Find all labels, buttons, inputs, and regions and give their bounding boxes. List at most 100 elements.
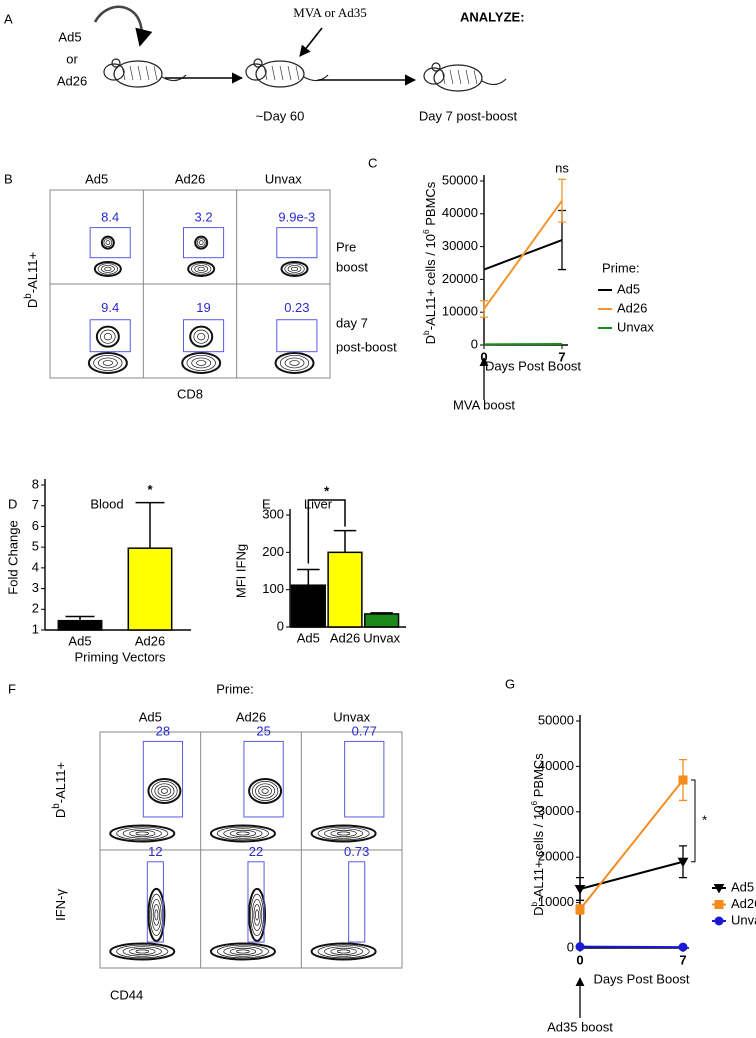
mouse-head bbox=[423, 67, 445, 85]
y-axis-label: Db-AL11+ bbox=[23, 252, 40, 308]
contour bbox=[95, 325, 120, 348]
y-axis-label: Db-AL11+ cells / 106 PBMCs bbox=[421, 181, 438, 344]
mouse-body bbox=[113, 60, 163, 88]
arrow-label: MVA boost bbox=[453, 397, 515, 412]
contour bbox=[151, 898, 162, 931]
legend-label: Unvax bbox=[617, 319, 654, 334]
chart-subtitle: Prime: bbox=[216, 681, 254, 696]
contour bbox=[154, 909, 159, 921]
gate bbox=[182, 319, 225, 353]
label-part: PBMCs bbox=[531, 753, 546, 801]
panel-label: G bbox=[505, 676, 515, 691]
mouse-head bbox=[245, 63, 267, 81]
panel-label: F bbox=[8, 681, 16, 696]
prime-label: Ad26 bbox=[57, 73, 87, 88]
contour bbox=[87, 351, 128, 374]
gate bbox=[89, 319, 131, 353]
legend-label: Ad26 bbox=[731, 896, 756, 911]
contour bbox=[251, 898, 263, 931]
mouse-fur bbox=[287, 65, 292, 81]
y-tick-label: 4 bbox=[32, 559, 39, 574]
y-tick-label: 0 bbox=[277, 618, 284, 633]
contour bbox=[310, 824, 377, 843]
y-tick-label: 40000 bbox=[442, 205, 478, 220]
label-part: 6 bbox=[529, 801, 539, 806]
bar bbox=[290, 584, 326, 628]
contour bbox=[236, 949, 250, 954]
mouse-tail bbox=[303, 74, 329, 82]
gate-frequency: 19 bbox=[196, 300, 210, 315]
contour bbox=[149, 893, 164, 937]
row-label: post-boost bbox=[336, 339, 397, 354]
row-label: Pre bbox=[336, 239, 356, 254]
gate-frequency: 8.4 bbox=[101, 210, 119, 225]
contour bbox=[109, 824, 176, 843]
mouse-ear bbox=[111, 58, 121, 68]
contour bbox=[186, 355, 216, 371]
series-line bbox=[579, 779, 684, 911]
contour bbox=[287, 265, 302, 273]
x-tick-label: Ad5 bbox=[68, 633, 91, 648]
gate bbox=[247, 861, 265, 943]
mouse-body bbox=[255, 60, 305, 88]
y-tick-label: 40000 bbox=[538, 758, 574, 773]
label-part: b bbox=[421, 330, 431, 335]
contour bbox=[147, 887, 166, 942]
y-tick-label: 2 bbox=[32, 601, 39, 616]
marker bbox=[678, 775, 688, 785]
contour bbox=[236, 831, 250, 836]
contour bbox=[196, 360, 207, 366]
contour bbox=[104, 266, 112, 272]
contour bbox=[103, 332, 112, 341]
row-label: day 7 bbox=[336, 315, 368, 330]
y-axis-label: Db-AL11+ cells / 106 PBMCs bbox=[529, 753, 546, 916]
mouse-fur bbox=[145, 65, 150, 81]
error-bar bbox=[297, 568, 320, 586]
contour bbox=[330, 947, 357, 956]
row-label: boost bbox=[336, 259, 368, 274]
legend-marker bbox=[713, 884, 725, 894]
x-tick-label: 0 bbox=[576, 952, 583, 967]
contour bbox=[97, 263, 118, 275]
contour bbox=[154, 783, 175, 799]
error-bar bbox=[480, 300, 488, 318]
contour bbox=[223, 946, 263, 957]
gate bbox=[142, 740, 184, 818]
y-tick-label: 200 bbox=[262, 544, 284, 559]
legend-label: Ad26 bbox=[617, 300, 647, 315]
annotation: ns bbox=[555, 160, 569, 175]
label-part: D bbox=[423, 335, 438, 344]
contour bbox=[100, 235, 115, 250]
y-axis-label: MFI IFNg bbox=[233, 544, 248, 598]
y-tick-label: 7 bbox=[32, 497, 39, 512]
x-tick-label: 0 bbox=[480, 349, 487, 364]
panel-label: E bbox=[262, 496, 271, 511]
x-tick-label: Ad26 bbox=[135, 633, 165, 648]
panel-label: D bbox=[8, 496, 17, 511]
contour bbox=[317, 826, 370, 841]
gate-frequency: 0.23 bbox=[284, 300, 309, 315]
y-tick-label: 100 bbox=[262, 581, 284, 596]
legend-title: Prime: bbox=[602, 260, 640, 275]
y-tick-label: 1 bbox=[32, 621, 39, 636]
contour bbox=[251, 781, 279, 801]
gate bbox=[348, 861, 366, 943]
gate-frequency: 22 bbox=[249, 844, 263, 859]
label-part: -AL11+ bbox=[25, 252, 40, 293]
x-axis-label: Days Post Boost bbox=[485, 358, 581, 373]
contour bbox=[191, 263, 212, 275]
column-header: Ad5 bbox=[139, 709, 162, 724]
mouse-fur bbox=[441, 69, 446, 85]
contour bbox=[209, 824, 276, 843]
label-part: D bbox=[53, 809, 68, 818]
analyze-label: ANALYZE: bbox=[460, 9, 525, 24]
contour bbox=[198, 240, 204, 245]
contour bbox=[250, 893, 264, 937]
contour bbox=[216, 826, 269, 841]
mouse-fur bbox=[295, 65, 300, 81]
contour bbox=[317, 944, 370, 959]
gate bbox=[243, 740, 284, 818]
contour bbox=[290, 266, 299, 272]
x-tick-label: Ad26 bbox=[330, 630, 360, 645]
y-tick-label: 30000 bbox=[538, 803, 574, 818]
